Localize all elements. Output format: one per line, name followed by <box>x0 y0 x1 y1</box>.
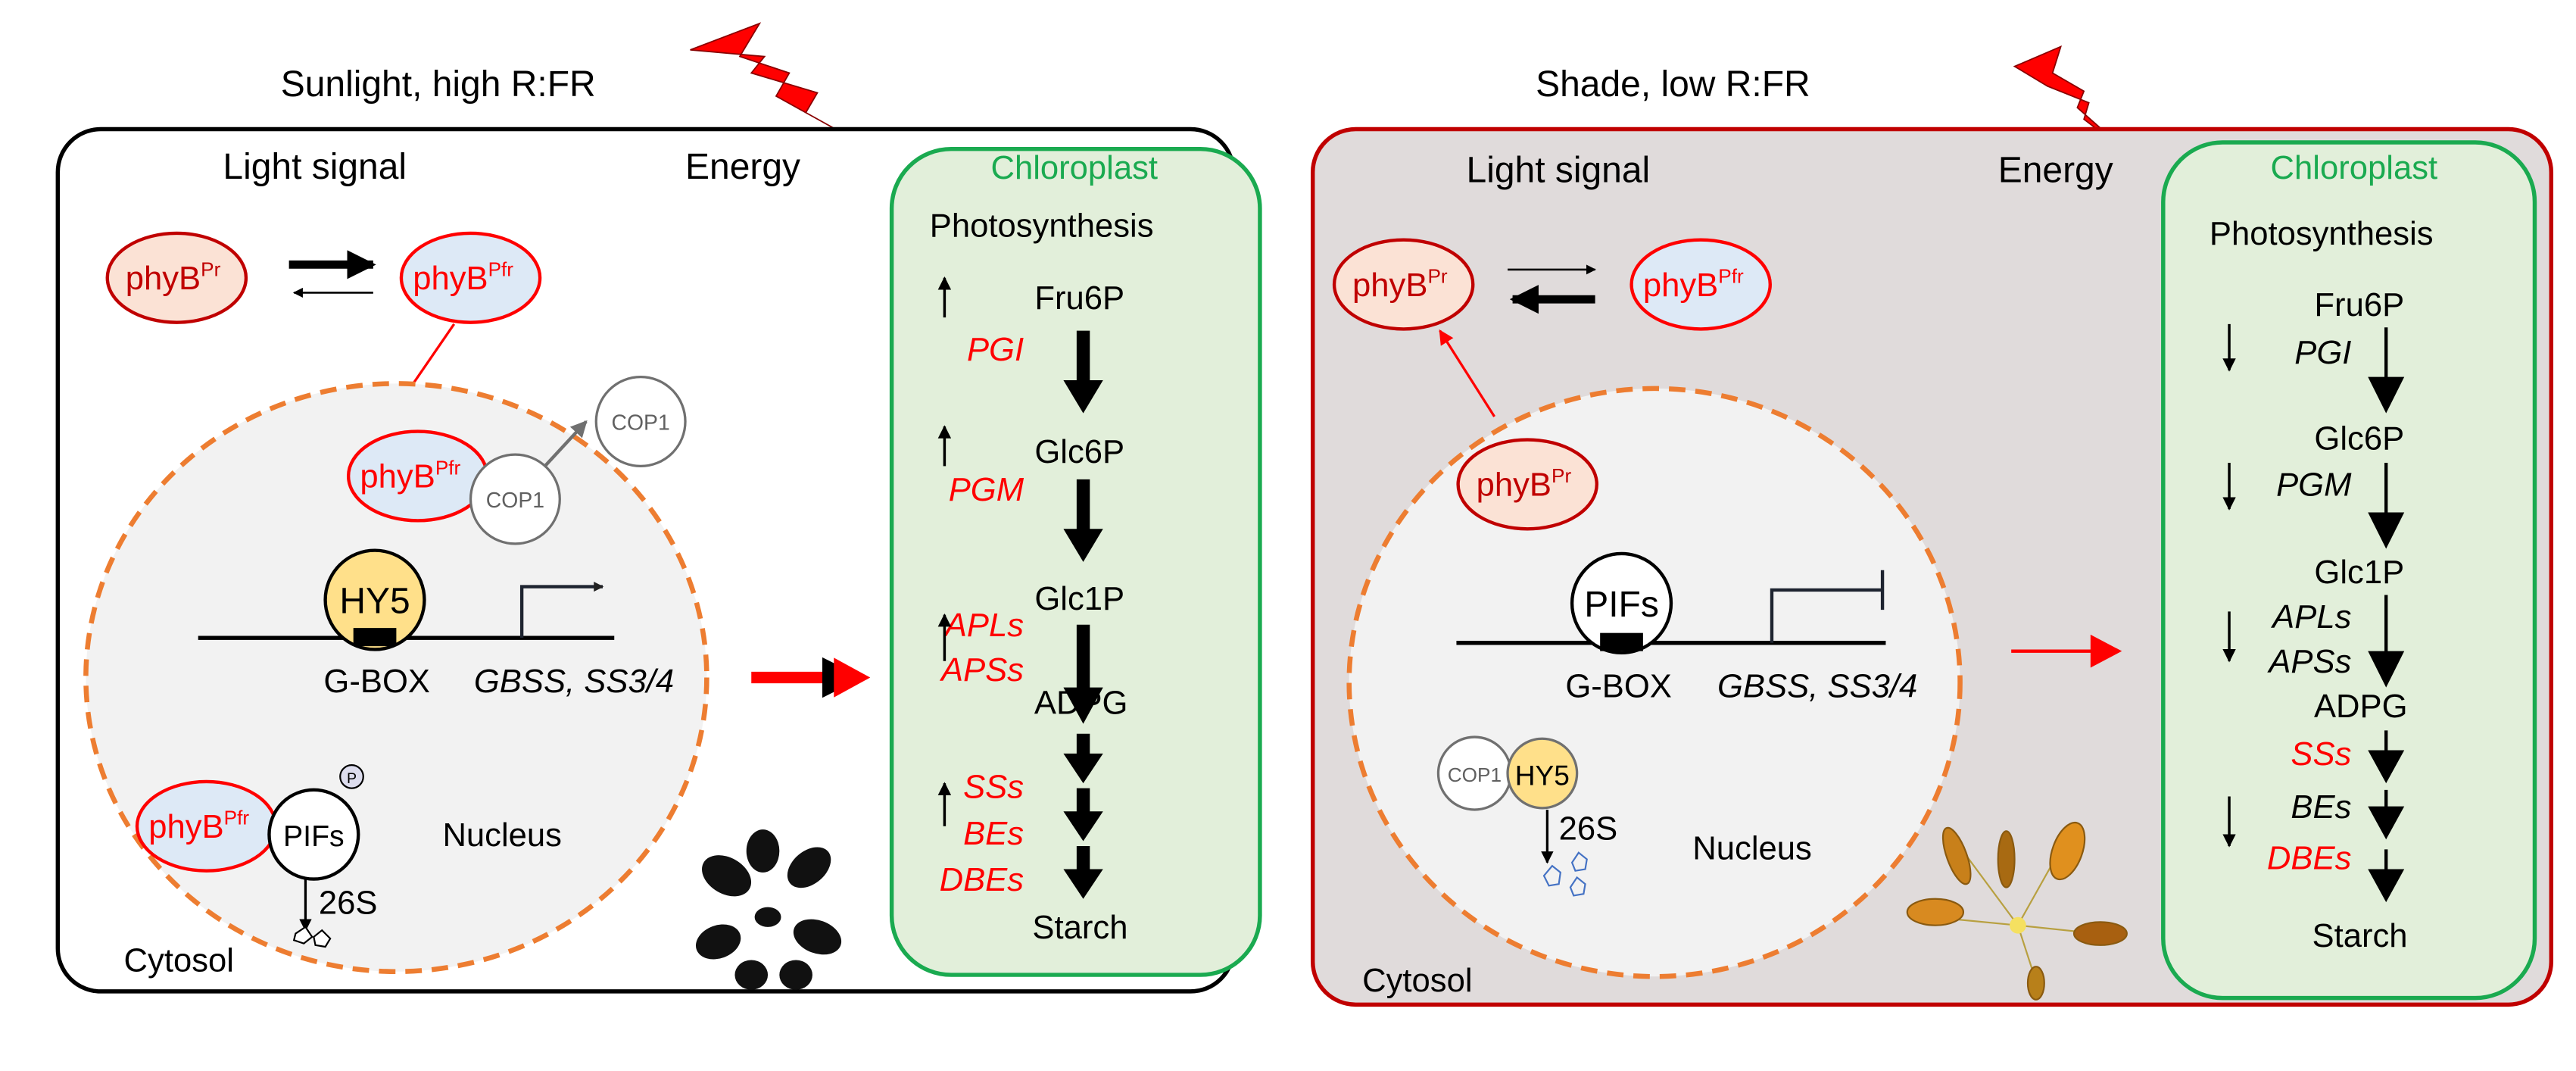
chloroplast-label: Chloroplast <box>2271 150 2438 186</box>
enzyme: SSs <box>2291 736 2351 773</box>
metabolite: Starch <box>1032 910 1127 946</box>
enzyme: BEs <box>2291 789 2351 826</box>
plant-image-etiolated-rosette <box>1906 821 2128 1001</box>
metabolite: Glc1P <box>1034 581 1124 617</box>
svg-text:PIFs: PIFs <box>1584 585 1659 625</box>
chloroplast <box>889 146 1262 977</box>
pathway-arrows <box>1063 330 1103 899</box>
phyb-pr: phyBPr <box>105 231 248 324</box>
phosphate-icon <box>339 764 364 789</box>
degraded-fragments-icon <box>292 926 332 948</box>
svg-text:COP1: COP1 <box>1448 763 1502 786</box>
panel-title: Shade, low R:FR <box>1536 64 1810 105</box>
enzymes: PGI PGM APLs APSs SSs BEs DBEs <box>939 332 1024 898</box>
phyb-pfr-nuclear: phyBPfr <box>346 429 489 523</box>
26s-label: 26S <box>319 885 378 921</box>
cytosol-label: Cytosol <box>124 943 234 979</box>
phyb-pfr: phyBPfr <box>399 231 542 324</box>
nuclear-export-arrow <box>1439 329 1495 417</box>
shade-panel: Shade, low R:FR Light signal Energy phyB… <box>1310 45 2554 1007</box>
enzyme: PGM <box>949 472 1024 508</box>
light-signal-label: Light signal <box>223 147 407 187</box>
chloroplast-label: Chloroplast <box>990 150 1158 186</box>
phyb-pr-nuclear: phyBPr <box>1456 438 1598 531</box>
nucleus-label: Nucleus <box>1692 830 1812 866</box>
enzyme: BEs <box>963 816 1024 852</box>
enzyme: DBEs <box>2267 841 2351 877</box>
metabolite: Fru6P <box>1034 280 1124 317</box>
plant-image-green-rosette <box>695 829 842 990</box>
metabolite: Glc6P <box>2314 421 2404 457</box>
metabolite: Glc1P <box>2314 554 2404 591</box>
gbox-element <box>353 628 397 647</box>
light-signal-label: Light signal <box>1467 150 1651 190</box>
gbox-label: G-BOX <box>1565 669 1672 705</box>
pifs: PIFs <box>1570 551 1673 655</box>
enzyme: DBEs <box>940 862 1024 898</box>
svg-text:phyBPfr: phyBPfr <box>1643 264 1744 303</box>
enzyme: PGM <box>2276 467 2352 504</box>
phyb-pfr-pifs-complex: phyBPfr PIFs P <box>135 764 364 881</box>
svg-text:P: P <box>347 770 357 787</box>
enzyme: SSs <box>963 770 1024 806</box>
enzyme: PGI <box>967 332 1024 368</box>
cop1-hy5-complex: COP1 HY5 <box>1436 735 1579 811</box>
svg-text:HY5: HY5 <box>1515 759 1570 791</box>
genes-label: GBSS, SS3/4 <box>1717 669 1917 705</box>
svg-text:phyBPr: phyBPr <box>1477 464 1572 503</box>
svg-text:phyBPfr: phyBPfr <box>360 456 460 495</box>
sunlight-panel: Sunlight, high R:FR Light signal Energy … <box>55 22 1262 994</box>
hy5: HY5 <box>323 548 426 651</box>
svg-text:HY5: HY5 <box>339 581 410 621</box>
enzymes: PGI PGM APLs APSs SSs BEs DBEs <box>2266 335 2352 876</box>
metabolites: Fru6P Glc6P Glc1P ADPG Starch <box>2312 287 2408 954</box>
metabolite: Starch <box>2312 918 2408 954</box>
cop1-export-arrow <box>544 420 588 467</box>
svg-text:COP1: COP1 <box>486 489 544 513</box>
svg-text:PIFs: PIFs <box>283 820 345 853</box>
svg-text:phyBPfr: phyBPfr <box>413 258 513 297</box>
cytosol-label: Cytosol <box>1362 963 1472 999</box>
energy-label: Energy <box>685 147 800 187</box>
26s-label: 26S <box>1559 810 1618 847</box>
photosynthesis-label: Photosynthesis <box>930 208 1154 244</box>
panel-title: Sunlight, high R:FR <box>281 64 596 105</box>
photosynthesis-label: Photosynthesis <box>2210 216 2434 252</box>
svg-text:phyBPfr: phyBPfr <box>148 807 249 845</box>
cop1-cytosolic: COP1 <box>594 376 687 468</box>
energy-flow-arrowhead <box>2090 634 2122 668</box>
enzyme: APLs <box>943 607 1024 644</box>
enzyme: APSs <box>2266 644 2351 680</box>
svg-text:COP1: COP1 <box>612 411 670 435</box>
nucleus-label: Nucleus <box>442 817 562 854</box>
genes-label: GBSS, SS3/4 <box>474 664 674 700</box>
phyb-pfr: phyBPfr <box>1629 238 1772 331</box>
cop1-nuclear: COP1 <box>469 453 561 545</box>
enzyme: PGI <box>2294 335 2351 371</box>
metabolite: Fru6P <box>2314 287 2404 323</box>
enzyme: APSs <box>939 652 1024 688</box>
svg-text:phyBPr: phyBPr <box>126 258 221 297</box>
pathway-arrows <box>2368 327 2405 903</box>
phyb-pr: phyBPr <box>1332 238 1475 331</box>
repressed-transcription-icon <box>1770 570 1885 643</box>
energy-flow-arrowhead <box>834 657 871 698</box>
gbox-element <box>1600 632 1643 651</box>
chloroplast <box>2161 140 2537 1001</box>
metabolite: Glc6P <box>1034 434 1124 470</box>
svg-text:phyBPr: phyBPr <box>1352 264 1448 303</box>
nucleus <box>1346 386 1963 979</box>
transcription-start-arrow <box>519 582 604 639</box>
gbox-label: G-BOX <box>323 664 430 700</box>
metabolites: Fru6P Glc6P Glc1P ADPG Starch <box>1032 280 1127 946</box>
enzyme: APLs <box>2270 599 2351 635</box>
energy-label: Energy <box>1998 150 2113 190</box>
degraded-fragments-icon <box>1542 851 1588 897</box>
metabolite: ADPG <box>2314 688 2408 725</box>
